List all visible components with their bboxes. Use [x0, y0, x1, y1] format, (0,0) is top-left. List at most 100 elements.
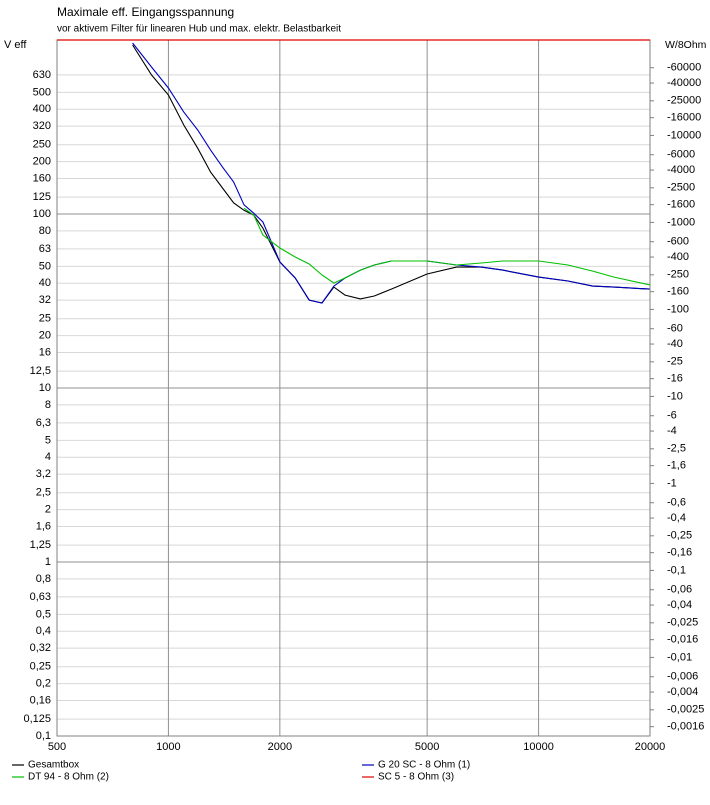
chart-subtitle: vor aktivem Filter für linearen Hub und …: [57, 24, 341, 35]
y2-tick-label: -0,006: [667, 671, 698, 683]
grid: [56, 40, 651, 737]
y-tick-label: 320: [33, 120, 51, 132]
y-tick-label: 12,5: [30, 365, 51, 377]
legend-label: G 20 SC - 8 Ohm (1): [378, 760, 470, 771]
y-tick-label: 2,5: [36, 487, 51, 499]
legend-label: SC 5 - 8 Ohm (3): [378, 772, 454, 783]
y2-tick-label: -0,06: [667, 584, 692, 596]
y-tick-label: 16: [39, 346, 51, 358]
y2-tick-label: -0,6: [667, 497, 686, 509]
y2-tick-label: -0,01: [667, 651, 692, 663]
x-tick-label: 1000: [156, 741, 180, 753]
y-tick-label: 250: [33, 139, 51, 151]
y2-tick-label: -60000: [667, 62, 701, 74]
legend: Gesamtbox G 20 SC - 8 Ohm (1) DT 94 - 8 Oh…: [12, 760, 470, 783]
y-tick-label: 500: [33, 86, 51, 98]
y-tick-label: 0,2: [36, 678, 51, 690]
y-tick-label: 1,6: [36, 520, 51, 532]
y-tick-label: 0,8: [36, 573, 51, 585]
y2-tick-label: -160: [667, 286, 689, 298]
y2-tick-label: -1: [667, 477, 677, 489]
y-tick-label: 8: [45, 399, 51, 411]
plot-lines: [132, 42, 650, 304]
y2-tick-label: -100: [667, 303, 689, 315]
y2-tick-label: -4: [667, 425, 677, 437]
y-tick-label: 5: [45, 434, 51, 446]
x-tick-label: 20000: [635, 741, 666, 753]
y2-tick-label: -1600: [667, 199, 695, 211]
y-tick-label: 100: [33, 208, 51, 220]
y-tick-label: 1: [45, 556, 51, 568]
y-tick-label: 400: [33, 103, 51, 115]
y-tick-label: 40: [39, 277, 51, 289]
y-tick-label: 80: [39, 225, 51, 237]
y2-tick-label: -0,16: [667, 547, 692, 559]
y2-tick-label: -60: [667, 323, 683, 335]
y-axis-label: V eff: [4, 39, 27, 51]
y2-tick-label: -0,0016: [667, 721, 704, 733]
y-tick-label: 0,4: [36, 625, 51, 637]
y-tick-label: 0,32: [30, 642, 51, 654]
y2-tick-label: -25000: [667, 95, 701, 107]
y-tick-label: 0,63: [30, 591, 51, 603]
y-tick-label: 1,25: [30, 539, 51, 551]
y2-tick-label: -0,0025: [667, 704, 704, 716]
y-tick-label: 0,25: [30, 661, 51, 673]
y2-tick-label: -2,5: [667, 443, 686, 455]
y-tick-label: 125: [33, 191, 51, 203]
y-tick-label: 25: [39, 313, 51, 325]
y2-tick-label: -6: [667, 410, 677, 422]
y2-tick-label: -10000: [667, 129, 701, 141]
chart-title: Maximale eff. Eingangsspannung: [57, 5, 234, 19]
y2-tick-label: -16: [667, 373, 683, 385]
y2-tick-label: -0,04: [667, 599, 692, 611]
y2-tick-label: -16000: [667, 112, 701, 124]
x-tick-label: 5000: [415, 741, 439, 753]
series-line: [132, 42, 650, 304]
y-tick-label: 63: [39, 243, 51, 255]
y-tick-label: 200: [33, 156, 51, 168]
y2-tick-label: -1000: [667, 216, 695, 228]
series-line: [243, 207, 650, 286]
y2-tick-label: -0,016: [667, 634, 698, 646]
x-tick-label: 2000: [268, 741, 292, 753]
y2-axis-label: W/8Ohm: [665, 39, 707, 51]
y2-tick-label: -10: [667, 390, 683, 402]
y-tick-label: 20: [39, 330, 51, 342]
y2-tick-label: -6000: [667, 149, 695, 161]
y-tick-label: 0,125: [23, 713, 51, 725]
y-tick-label: 6,3: [36, 417, 51, 429]
y2-tick-label: -0,025: [667, 617, 698, 629]
y2-tick-label: -2500: [667, 182, 695, 194]
y2-tick-label: -400: [667, 251, 689, 263]
y-tick-label: 0,1: [36, 730, 51, 742]
y2-tick-label: -0,1: [667, 564, 686, 576]
x-tick-label: 10000: [523, 741, 554, 753]
y2-tick-label: -0,4: [667, 512, 686, 524]
y-tick-label: 630: [33, 69, 51, 81]
y-tick-label: 2: [45, 504, 51, 516]
y-tick-label: 3,2: [36, 468, 51, 480]
y-tick-label: 32: [39, 294, 51, 306]
series-line: [132, 44, 650, 304]
y2-tick-label: -40000: [667, 77, 701, 89]
y2-tick-label: -250: [667, 269, 689, 281]
y2-tick-label: -4000: [667, 164, 695, 176]
legend-label: Gesamtbox: [28, 760, 79, 771]
y2-tick-label: -600: [667, 236, 689, 248]
y-tick-label: 50: [39, 260, 51, 272]
y-tick-label: 0,16: [30, 694, 51, 706]
y2-tick-label: -25: [667, 356, 683, 368]
y2-tick-label: -1,6: [667, 460, 686, 472]
y2-tick-label: -40: [667, 338, 683, 350]
legend-label: DT 94 - 8 Ohm (2): [28, 772, 109, 783]
y-tick-label: 160: [33, 172, 51, 184]
y-tick-label: 0,5: [36, 608, 51, 620]
y2-tick-label: -0,004: [667, 686, 698, 698]
y-tick-label: 10: [39, 382, 51, 394]
y-tick-label: 4: [45, 451, 51, 463]
x-tick-label: 500: [48, 741, 66, 753]
y2-tick-label: -0,25: [667, 530, 692, 542]
